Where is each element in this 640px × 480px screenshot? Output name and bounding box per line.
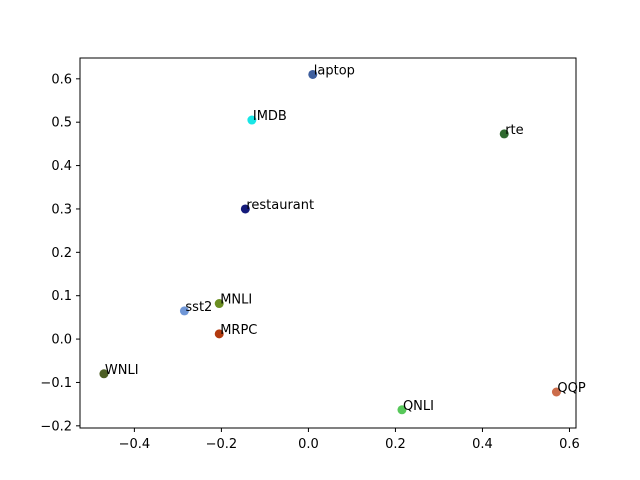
point-label-laptop: laptop	[314, 63, 355, 78]
data-point-restaurant	[240, 204, 250, 214]
point-label-imdb: IMDB	[253, 109, 287, 124]
point-label-qnli: QNLI	[403, 399, 434, 414]
point-label-qqp: QQP	[557, 381, 585, 396]
y-tick-label: 0.6	[51, 72, 72, 87]
data-point-sst2	[179, 306, 189, 316]
y-tick-label: 0.0	[51, 333, 72, 348]
point-label-restaurant: restaurant	[246, 198, 314, 213]
y-tick-label: 0.3	[51, 202, 72, 217]
x-tick-label: −0.4	[119, 437, 151, 452]
y-axis: −0.2 −0.1 0.0 0.1 0.2 0.3 0.4 0.5 0.6	[40, 72, 80, 434]
data-point-laptop	[308, 69, 318, 79]
y-tick-label: 0.4	[51, 159, 72, 174]
x-tick-label: 0.4	[472, 437, 493, 452]
y-tick-label: 0.1	[51, 289, 72, 304]
point-label-mrpc: MRPC	[220, 323, 257, 338]
data-point-imdb	[247, 115, 257, 125]
point-label-mnli: MNLI	[220, 293, 252, 308]
data-point-wnli	[99, 369, 109, 379]
x-tick-label: 0.2	[385, 437, 406, 452]
data-point-qqp	[551, 387, 561, 397]
point-labels: laptop IMDB rte restaurant MNLI sst2 MRPC WNLI Q…	[105, 63, 586, 413]
x-axis: −0.4 −0.2 0.0 0.2 0.4 0.6	[119, 428, 580, 452]
data-point-qnli	[397, 405, 407, 415]
point-label-rte: rte	[505, 123, 523, 138]
data-point-mnli	[214, 299, 224, 309]
data-points	[99, 69, 561, 415]
plot-area	[79, 57, 577, 429]
point-label-wnli: WNLI	[105, 363, 139, 378]
y-tick-label: 0.5	[51, 116, 72, 131]
point-label-sst2: sst2	[185, 300, 212, 315]
data-point-mrpc	[214, 329, 224, 339]
data-point-rte	[499, 129, 509, 139]
y-tick-label: 0.2	[51, 246, 72, 261]
x-tick-label: −0.2	[206, 437, 238, 452]
x-tick-label: 0.6	[559, 437, 580, 452]
x-tick-label: 0.0	[298, 437, 319, 452]
y-tick-label: −0.2	[40, 419, 72, 434]
y-tick-label: −0.1	[40, 376, 72, 391]
